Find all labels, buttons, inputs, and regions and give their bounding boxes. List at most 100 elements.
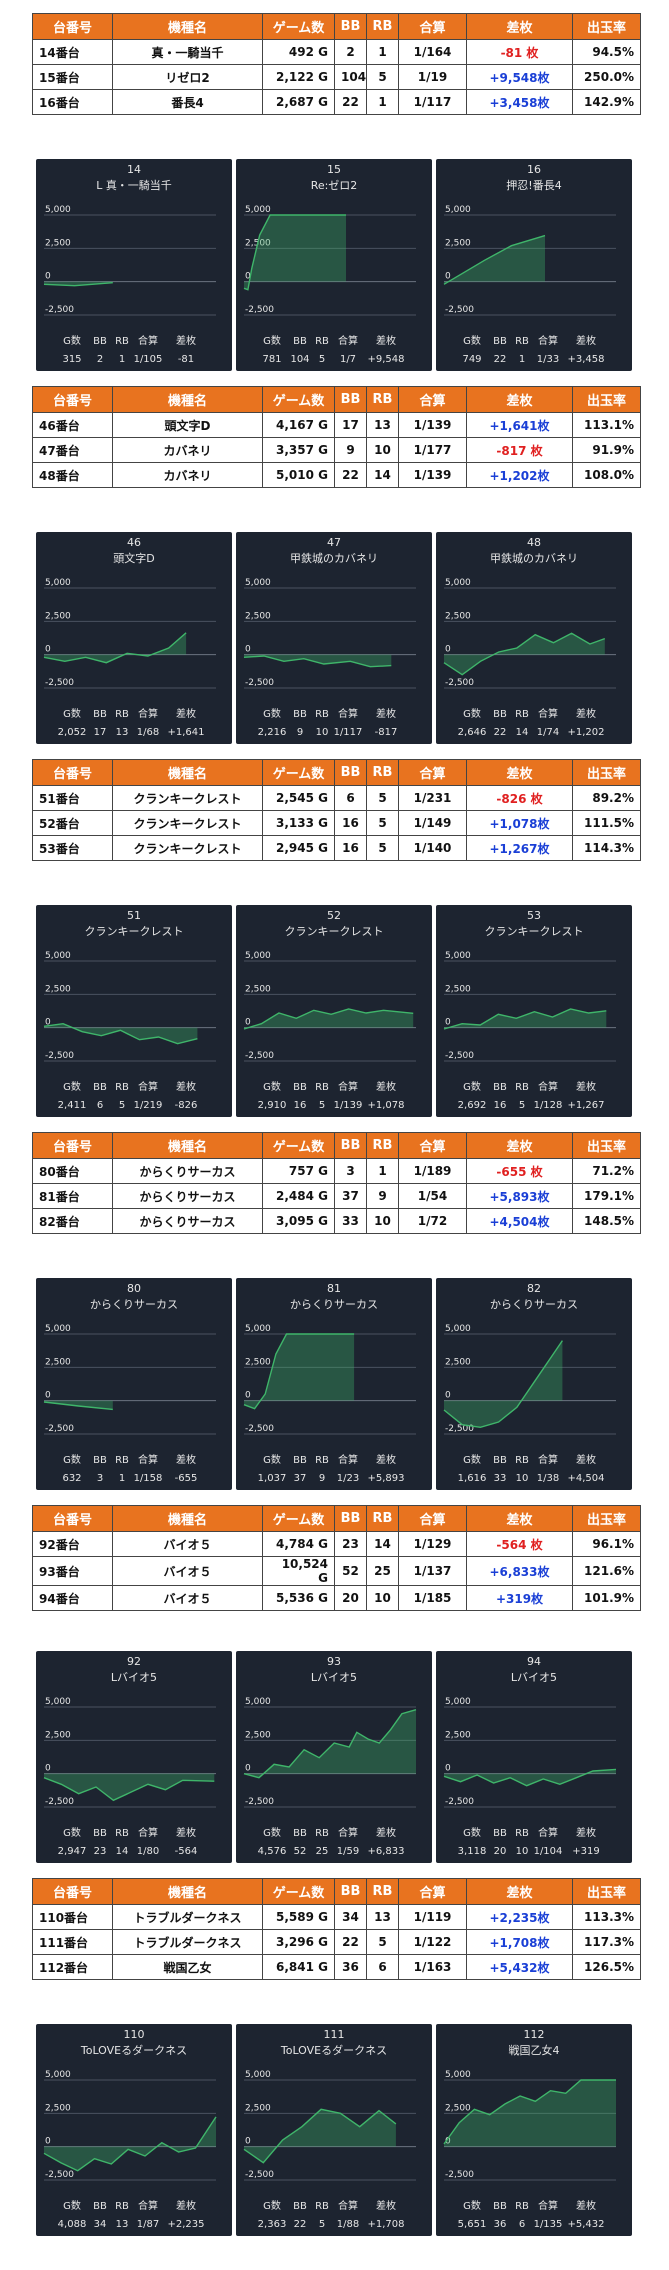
table-row[interactable]: 46番台 頭文字D 4,167 G 17 13 1/139 +1,641枚 113.1% [32,412,641,438]
table-row[interactable]: 16番台 番長4 2,687 G 22 1 1/117 +3,458枚 142.9% [32,89,641,115]
slump-graph-panel[interactable]: 112 戦国乙女4 5,000 2,500 0 -2,500 G数 BB RB 合算 差枚 5,651… [436,2024,632,2236]
axis-tick-label: 5,000 [45,1697,71,1707]
stat-value: -655 [175,1473,198,1484]
slump-graph: 16 押忍!番長4 5,000 2,500 0 -2,500 G数 BB RB 合算 差枚 749 22… [443,163,616,365]
axis-tick-label: -2,500 [245,1797,274,1807]
rb-count: 5 [366,64,399,90]
table-header-row: 台番号 機種名 ゲーム数 BB RB 合算 差枚 出玉率 [32,1878,641,1905]
table-row[interactable]: 92番台 バイオ５ 4,784 G 23 14 1/129 -564 枚 96.1% [32,1531,641,1557]
table-row[interactable]: 94番台 バイオ５ 5,536 G 20 10 1/185 +319枚 101.9% [32,1585,641,1611]
slump-graph-panel[interactable]: 48 甲鉄城のカバネリ 5,000 2,500 0 -2,500 G数 BB RB 合算 差枚 2,6… [436,532,632,744]
stat-value: 104 [290,354,309,365]
stat-header: BB [493,1828,507,1839]
stat-value: 16 [294,1100,307,1111]
table-row[interactable]: 15番台 リゼロ2 2,122 G 104 5 1/19 +9,548枚 250.0% [32,64,641,90]
stat-value: 52 [294,1846,307,1857]
column-header: 差枚 [466,1132,573,1159]
game-count: 3,133 G [262,810,335,836]
table-header-row: 台番号 機種名 ゲーム数 BB RB 合算 差枚 出玉率 [32,1132,641,1159]
slump-graph-panel[interactable]: 92 Lバイオ5 5,000 2,500 0 -2,500 G数 BB RB 合算 差枚 2,947 2… [36,1651,232,1863]
axis-tick-label: 2,500 [245,1730,271,1740]
bb-count: 52 [334,1556,367,1586]
table-row[interactable]: 53番台 クランキークレスト 2,945 G 16 5 1/140 +1,267枚 114.3… [32,835,641,861]
stat-value: 6 [519,2219,525,2230]
slump-graph-panel[interactable]: 80 からくりサーカス 5,000 2,500 0 -2,500 G数 BB RB 合算 差枚 632… [36,1278,232,1490]
slump-graph: 81 からくりサーカス 5,000 2,500 0 -2,500 G数 BB RB 合算 差枚 1,0… [243,1282,416,1484]
stat-value: 2,411 [58,1100,87,1111]
panel-number: 48 [527,536,541,549]
machine-number: 16番台 [32,89,113,115]
slump-graph-panel[interactable]: 15 Re:ゼロ2 5,000 2,500 0 -2,500 G数 BB RB 合算 差枚 781 10… [236,159,432,371]
stat-value: 2 [97,354,103,365]
coin-difference: -817 枚 [466,437,573,463]
axis-tick-label: 2,500 [245,2103,271,2113]
column-header: RB [366,1132,399,1159]
stat-header: 合算 [538,334,558,347]
axis-tick-label: 2,500 [445,1357,471,1367]
table-row[interactable]: 110番台 トラブルダークネス 5,589 G 34 13 1/119 +2,235枚 113… [32,1904,641,1930]
stat-header: RB [315,709,329,720]
stat-header: 差枚 [376,2199,396,2212]
stat-header: BB [493,336,507,347]
slump-graph-panel[interactable]: 16 押忍!番長4 5,000 2,500 0 -2,500 G数 BB RB 合算 差枚 749 22… [436,159,632,371]
column-header: BB [334,759,367,786]
slump-graph-panel[interactable]: 14 L 真・一騎当千 5,000 2,500 0 -2,500 G数 BB RB 合算 差枚 315… [36,159,232,371]
slump-graph-panel[interactable]: 82 からくりサーカス 5,000 2,500 0 -2,500 G数 BB RB 合算 差枚 1,6… [436,1278,632,1490]
table-row[interactable]: 82番台 からくりサーカス 3,095 G 33 10 1/72 +4,504枚 148.5% [32,1208,641,1234]
stat-header: G数 [263,2199,281,2212]
stat-value: 10 [516,1846,529,1857]
game-count: 6,841 G [262,1954,335,1980]
series-area [244,1009,414,1029]
axis-tick-label: -2,500 [45,1424,74,1434]
table-row[interactable]: 47番台 カバネリ 3,357 G 9 10 1/177 -817 枚 91.9% [32,437,641,463]
axis-tick-label: -2,500 [445,1051,474,1061]
table-row[interactable]: 52番台 クランキークレスト 3,133 G 16 5 1/149 +1,078枚 111.5… [32,810,641,836]
slump-graph-panel[interactable]: 46 頭文字D 5,000 2,500 0 -2,500 G数 BB RB 合算 差枚 2,052 17… [36,532,232,744]
stat-value: 3 [97,1473,103,1484]
slump-graph-panel[interactable]: 81 からくりサーカス 5,000 2,500 0 -2,500 G数 BB RB 合算 差枚 1,0… [236,1278,432,1490]
stat-value: 37 [294,1473,307,1484]
slump-graph-panel[interactable]: 53 クランキークレスト 5,000 2,500 0 -2,500 G数 BB RB 合算 差枚 2,… [436,905,632,1117]
slump-graph-panel[interactable]: 94 Lバイオ5 5,000 2,500 0 -2,500 G数 BB RB 合算 差枚 3,118 2… [436,1651,632,1863]
table-row[interactable]: 80番台 からくりサーカス 757 G 3 1 1/189 -655 枚 71.2% [32,1158,641,1184]
table-row[interactable]: 93番台 バイオ５ 10,524 G 52 25 1/137 +6,833枚 121.6% [32,1556,641,1586]
stat-header: 差枚 [376,707,396,720]
axis-tick-label: 2,500 [45,2103,71,2113]
table-row[interactable]: 51番台 クランキークレスト 2,545 G 6 5 1/231 -826 枚 89.2% [32,785,641,811]
axis-tick-label: 0 [245,645,251,655]
table-row[interactable]: 48番台 カバネリ 5,010 G 22 14 1/139 +1,202枚 108.0% [32,462,641,488]
table-row[interactable]: 111番台 トラブルダークネス 3,296 G 22 5 1/122 +1,708枚 117.… [32,1929,641,1955]
combined-rate: 1/189 [398,1158,467,1184]
slump-graph-panel[interactable]: 52 クランキークレスト 5,000 2,500 0 -2,500 G数 BB RB 合算 差枚 2,… [236,905,432,1117]
table-row[interactable]: 112番台 戦国乙女 6,841 G 36 6 1/163 +5,432枚 126.5% [32,1954,641,1980]
stat-header: 差枚 [576,1826,596,1839]
table-row[interactable]: 81番台 からくりサーカス 2,484 G 37 9 1/54 +5,893枚 179.1% [32,1183,641,1209]
combined-rate: 1/164 [398,39,467,65]
slump-graph-panel[interactable]: 93 Lバイオ5 5,000 2,500 0 -2,500 G数 BB RB 合算 差枚 4,576 5… [236,1651,432,1863]
stat-value: +1,641 [167,727,204,738]
slump-graph-panel[interactable]: 51 クランキークレスト 5,000 2,500 0 -2,500 G数 BB RB 合算 差枚 2,… [36,905,232,1117]
column-header: 出玉率 [572,759,641,786]
slump-graph-panel[interactable]: 110 ToLOVEるダークネス 5,000 2,500 0 -2,500 G数 BB RB 合算… [36,2024,232,2236]
machine-name: からくりサーカス [112,1183,263,1209]
panel-number: 14 [127,163,141,176]
stat-header: RB [115,709,129,720]
slump-graph: 110 ToLOVEるダークネス 5,000 2,500 0 -2,500 G数 BB RB 合算… [43,2028,217,2230]
slump-graph: 80 からくりサーカス 5,000 2,500 0 -2,500 G数 BB RB 合算 差枚 632… [43,1282,216,1484]
stat-value: 34 [94,2219,107,2230]
slump-graph-panel[interactable]: 47 甲鉄城のカバネリ 5,000 2,500 0 -2,500 G数 BB RB 合算 差枚 2,2… [236,532,432,744]
series-area [244,654,392,667]
bb-count: 2 [334,39,367,65]
slump-graph: 47 甲鉄城のカバネリ 5,000 2,500 0 -2,500 G数 BB RB 合算 差枚 2,2… [243,536,416,738]
machine-number: 53番台 [32,835,113,861]
payout-rate: 179.1% [572,1183,641,1209]
bb-count: 16 [334,835,367,861]
table-row[interactable]: 14番台 真・一騎当千 492 G 2 1 1/164 -81 枚 94.5% [32,39,641,65]
game-count: 5,536 G [262,1585,335,1611]
slump-graph: 52 クランキークレスト 5,000 2,500 0 -2,500 G数 BB RB 合算 差枚 2,… [243,909,416,1111]
stat-header: RB [515,2201,529,2212]
machine-number: 15番台 [32,64,113,90]
stat-header: G数 [463,707,481,720]
panel-number: 51 [127,909,141,922]
slump-graph-panel[interactable]: 111 ToLOVEるダークネス 5,000 2,500 0 -2,500 G数 BB RB 合算… [236,2024,432,2236]
